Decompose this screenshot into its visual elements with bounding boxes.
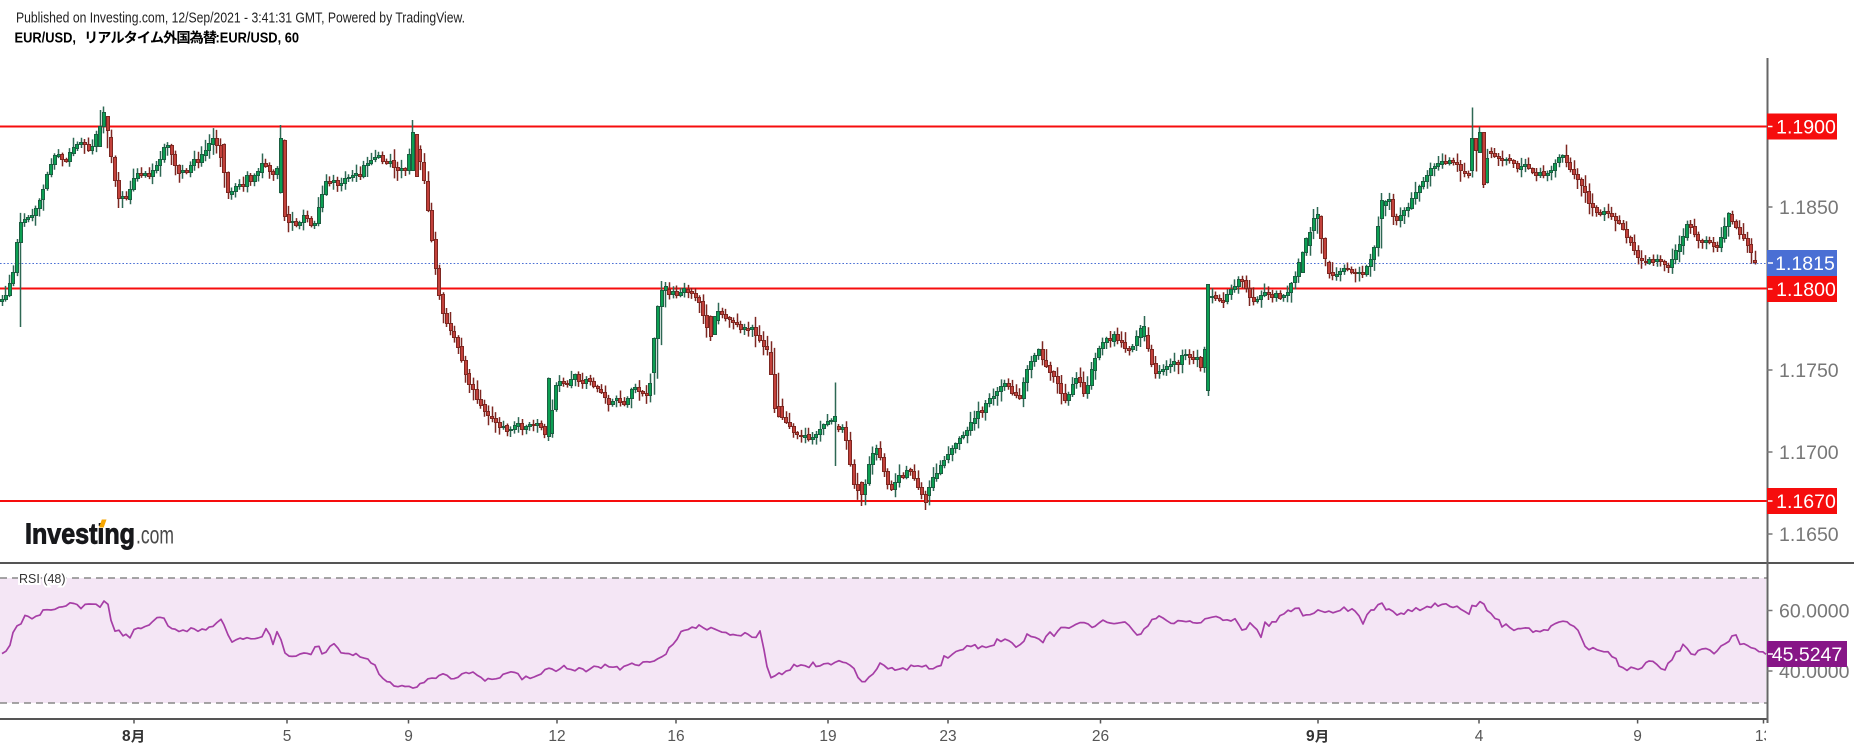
svg-text:8: 8 [122, 728, 131, 745]
svg-text:1.1850: 1.1850 [1779, 197, 1839, 219]
svg-text:1.1670: 1.1670 [1776, 491, 1836, 513]
svg-text:1.1700: 1.1700 [1779, 442, 1839, 464]
svg-text::EUR/USD, 60: :EUR/USD, 60 [216, 30, 300, 47]
svg-text:1.1650: 1.1650 [1779, 524, 1839, 546]
svg-text:19: 19 [819, 728, 836, 745]
svg-text:1.1900: 1.1900 [1776, 117, 1836, 139]
svg-text:26: 26 [1092, 728, 1109, 745]
svg-text:RSI (48): RSI (48) [19, 572, 66, 586]
svg-text:1.1750: 1.1750 [1779, 360, 1839, 382]
svg-text:9: 9 [1306, 728, 1315, 745]
svg-text:.com: .com [136, 522, 174, 550]
svg-text:EUR/USD,: EUR/USD, [15, 30, 77, 47]
svg-text:4: 4 [1475, 728, 1484, 745]
svg-text:12: 12 [548, 728, 565, 745]
svg-text:Published on Investing.com, 12: Published on Investing.com, 12/Sep/2021 … [16, 10, 465, 27]
svg-text:Investing: Investing [25, 519, 135, 551]
svg-text:9: 9 [404, 728, 413, 745]
svg-text:60.0000: 60.0000 [1779, 601, 1850, 623]
svg-text:1.1815: 1.1815 [1775, 253, 1835, 275]
svg-text:1.1800: 1.1800 [1776, 279, 1836, 301]
svg-text:9: 9 [1633, 728, 1642, 745]
svg-text:16: 16 [667, 728, 684, 745]
svg-text:45.5247: 45.5247 [1772, 644, 1843, 666]
svg-text:23: 23 [939, 728, 956, 745]
svg-text:5: 5 [283, 728, 292, 745]
